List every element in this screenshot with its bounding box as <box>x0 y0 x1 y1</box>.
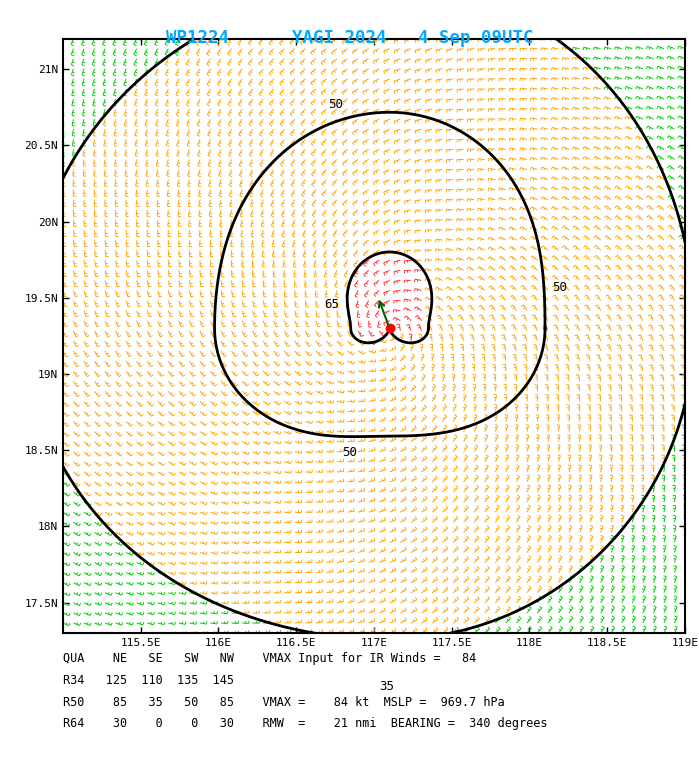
Text: 50: 50 <box>342 445 356 459</box>
Text: WP1224      YAGI 2024   4 Sep 09UTC: WP1224 YAGI 2024 4 Sep 09UTC <box>166 29 533 46</box>
Text: R50    85   35   50   85    VMAX =    84 kt  MSLP =  969.7 hPa: R50 85 35 50 85 VMAX = 84 kt MSLP = 969.… <box>63 696 505 709</box>
Text: R64    30    0    0   30    RMW  =    21 nmi  BEARING =  340 degrees: R64 30 0 0 30 RMW = 21 nmi BEARING = 340… <box>63 717 547 730</box>
Text: 35: 35 <box>379 680 394 693</box>
Text: 65: 65 <box>324 298 340 311</box>
Text: R34   125  110  135  145: R34 125 110 135 145 <box>63 674 234 687</box>
Text: QUA    NE   SE   SW   NW    VMAX Input for IR Winds =   84: QUA NE SE SW NW VMAX Input for IR Winds … <box>63 652 476 665</box>
Text: 50: 50 <box>552 281 567 294</box>
Text: 50: 50 <box>329 98 343 110</box>
